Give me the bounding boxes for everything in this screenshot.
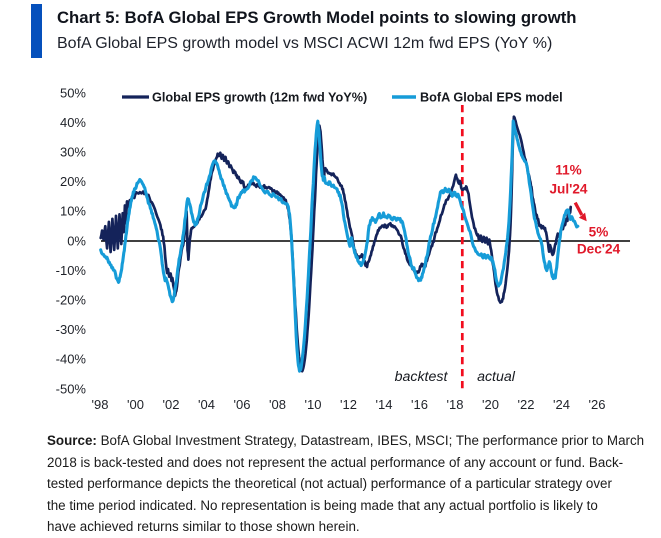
svg-text:'12: '12 (340, 397, 357, 412)
svg-text:actual: actual (477, 369, 516, 385)
svg-text:'22: '22 (518, 397, 535, 412)
svg-text:-40%: -40% (56, 352, 87, 367)
svg-text:-30%: -30% (56, 322, 87, 337)
svg-text:11%: 11% (555, 163, 581, 178)
svg-text:'06: '06 (234, 397, 251, 412)
svg-text:Jul'24: Jul'24 (550, 182, 588, 197)
svg-text:10%: 10% (60, 204, 86, 219)
svg-text:30%: 30% (60, 145, 86, 160)
svg-text:-10%: -10% (56, 263, 87, 278)
svg-text:'20: '20 (482, 397, 499, 412)
svg-text:'24: '24 (553, 397, 570, 412)
svg-text:BofA Global EPS model: BofA Global EPS model (420, 91, 563, 105)
svg-text:'10: '10 (305, 397, 322, 412)
svg-text:'16: '16 (411, 397, 428, 412)
svg-text:backtest: backtest (395, 369, 449, 385)
svg-text:-50%: -50% (56, 381, 87, 396)
svg-text:Global EPS growth (12m fwd YoY: Global EPS growth (12m fwd YoY%) (152, 91, 367, 105)
svg-text:'14: '14 (376, 397, 393, 412)
svg-text:40%: 40% (60, 115, 86, 130)
svg-text:Dec'24: Dec'24 (577, 242, 621, 257)
svg-text:-20%: -20% (56, 293, 87, 308)
svg-text:20%: 20% (60, 174, 86, 189)
svg-text:50%: 50% (60, 85, 86, 100)
svg-text:5%: 5% (589, 225, 609, 240)
svg-text:'18: '18 (447, 397, 464, 412)
svg-text:'04: '04 (198, 397, 215, 412)
svg-text:'08: '08 (269, 397, 286, 412)
svg-text:'26: '26 (589, 397, 606, 412)
svg-text:0%: 0% (67, 233, 86, 248)
svg-text:'02: '02 (163, 397, 180, 412)
svg-text:'98: '98 (92, 397, 109, 412)
svg-text:'00: '00 (127, 397, 144, 412)
